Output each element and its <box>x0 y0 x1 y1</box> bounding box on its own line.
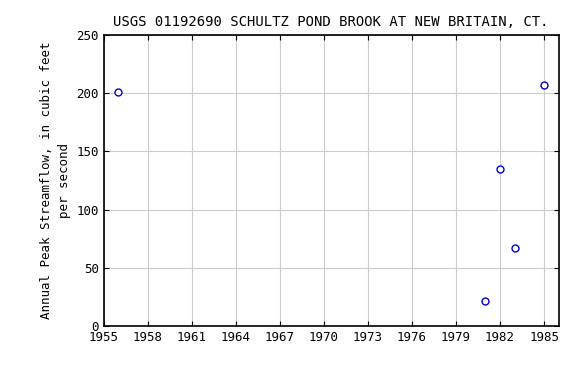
Point <box>495 166 505 172</box>
Title: USGS 01192690 SCHULTZ POND BROOK AT NEW BRITAIN, CT.: USGS 01192690 SCHULTZ POND BROOK AT NEW … <box>113 15 549 29</box>
Point <box>113 89 123 95</box>
Point <box>540 82 549 88</box>
Y-axis label: Annual Peak Streamflow, in cubic feet
per second: Annual Peak Streamflow, in cubic feet pe… <box>40 42 71 319</box>
Point <box>510 245 520 251</box>
Point <box>481 298 490 304</box>
